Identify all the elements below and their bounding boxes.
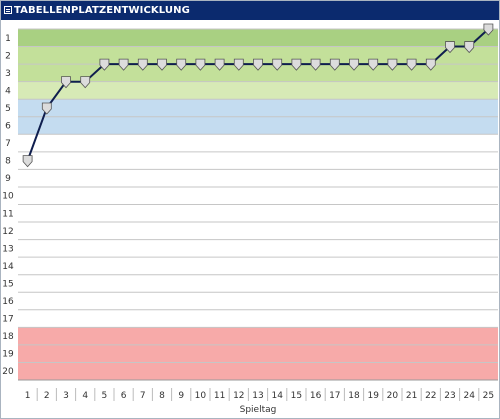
x-tick-label: 8: [159, 391, 165, 401]
x-tick-label: 4: [82, 391, 88, 401]
x-tick-label: 18: [348, 391, 360, 401]
y-tick-label: 3: [5, 69, 11, 79]
data-point-marker: [464, 41, 475, 54]
x-tick-label: 10: [195, 391, 207, 401]
window-menu-icon: [4, 6, 12, 14]
data-point-marker: [99, 58, 110, 71]
data-point-marker: [425, 58, 436, 71]
x-tick-label: 22: [425, 391, 436, 401]
y-tick-label: 15: [2, 279, 13, 289]
y-tick-label: 20: [2, 367, 14, 377]
x-tick-label: 24: [463, 391, 475, 401]
y-tick-label: 13: [2, 244, 13, 254]
x-tick-label: 21: [406, 391, 417, 401]
x-tick-label: 25: [483, 391, 494, 401]
data-point-marker: [406, 58, 417, 71]
y-tick-label: 7: [5, 139, 11, 149]
x-tick-label: 11: [214, 391, 225, 401]
x-tick-label: 23: [444, 391, 455, 401]
y-tick-label: 11: [2, 209, 13, 219]
y-tick-label: 5: [5, 104, 11, 114]
data-point-marker: [214, 58, 225, 71]
y-tick-label: 4: [5, 86, 11, 96]
x-axis-title: Spieltag: [240, 405, 277, 415]
y-tick-label: 12: [2, 227, 13, 237]
y-tick-label: 2: [5, 51, 11, 61]
y-tick-label: 16: [2, 297, 14, 307]
data-point-marker: [445, 41, 455, 54]
data-point-marker: [329, 58, 340, 71]
data-point-marker: [291, 58, 302, 71]
data-point-marker: [22, 155, 33, 168]
x-tick-label: 14: [271, 391, 283, 401]
data-point-marker: [483, 23, 494, 36]
data-point-marker: [368, 58, 379, 71]
data-point-marker: [41, 102, 52, 115]
data-point-marker: [310, 58, 321, 71]
data-point-marker: [61, 76, 71, 89]
x-tick-label: 16: [310, 391, 322, 401]
data-point-marker: [253, 58, 263, 71]
zone-band-4: [18, 327, 498, 380]
x-tick-label: 7: [140, 391, 146, 401]
y-tick-label: 19: [2, 350, 14, 360]
data-point-marker: [80, 76, 91, 89]
data-point-marker: [157, 58, 167, 71]
zone-band-2: [18, 81, 498, 100]
y-tick-label: 18: [2, 332, 14, 342]
y-tick-label: 8: [5, 157, 11, 167]
x-tick-label: 6: [121, 391, 127, 401]
y-tick-label: 1: [5, 34, 11, 44]
data-point-marker: [233, 58, 244, 71]
x-tick-label: 2: [44, 391, 50, 401]
x-tick-label: 3: [63, 391, 69, 401]
zone-band-0: [18, 29, 498, 47]
x-tick-label: 5: [102, 391, 108, 401]
x-tick-label: 12: [233, 391, 244, 401]
data-point-marker: [118, 58, 129, 71]
y-tick-label: 10: [2, 192, 14, 202]
widget-title: TABELLENPLATZENTWICKLUNG: [14, 5, 190, 16]
y-tick-label: 9: [5, 174, 11, 184]
x-tick-label: 13: [252, 391, 263, 401]
x-tick-label: 9: [178, 391, 184, 401]
y-tick-label: 14: [2, 262, 14, 272]
x-tick-label: 19: [367, 391, 379, 401]
data-point-marker: [349, 58, 359, 71]
x-tick-label: 20: [387, 391, 399, 401]
x-tick-label: 15: [291, 391, 302, 401]
y-tick-label: 17: [2, 315, 13, 325]
data-point-marker: [272, 58, 283, 71]
data-point-marker: [176, 58, 187, 71]
data-point-marker: [387, 58, 398, 71]
data-point-marker: [137, 58, 148, 71]
data-point-marker: [195, 58, 206, 71]
title-bar: TABELLENPLATZENTWICKLUNG: [1, 1, 499, 20]
y-tick-label: 6: [5, 122, 11, 132]
x-tick-label: 1: [25, 391, 31, 401]
x-tick-label: 17: [329, 391, 340, 401]
